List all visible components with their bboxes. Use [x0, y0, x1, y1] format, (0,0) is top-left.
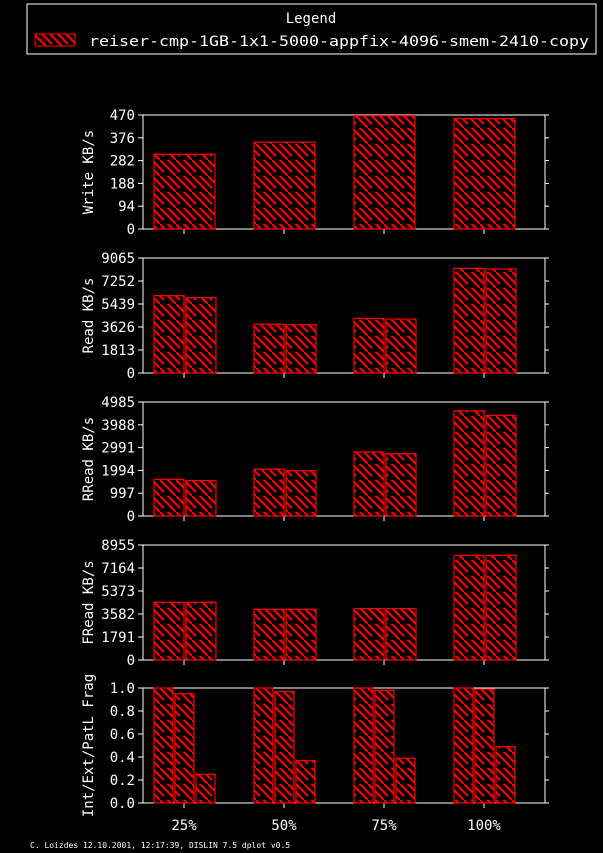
legend: Legend reiser-cmp-1GB-1x1-5000-appfix-40… [26, 3, 597, 55]
legend-title: Legend [286, 11, 337, 27]
bar-rread-s1-3 [485, 414, 517, 517]
bar-rread-s0-2 [353, 451, 385, 517]
x-tick-label: 100% [467, 818, 501, 834]
bar-frag-s1-1 [274, 690, 295, 804]
legend-frame [26, 3, 597, 55]
y-tick-label: 0 [127, 509, 135, 525]
y-tick-label: 1994 [101, 463, 135, 479]
y-axis-label: RRead KB/s [81, 417, 97, 501]
y-tick-label: 0 [127, 653, 135, 669]
y-tick-label: 3582 [101, 607, 135, 623]
y-tick-label: 3988 [101, 418, 135, 434]
bar-fread-s0-2 [353, 608, 385, 661]
y-tick-label: 0 [127, 222, 135, 238]
bar-write-s0-3 [453, 118, 516, 230]
bar-rread-s1-0 [185, 479, 217, 517]
y-tick-label: 188 [110, 176, 135, 192]
x-tick-label: 50% [271, 818, 297, 834]
bar-frag-s1-3 [474, 688, 495, 804]
bar-frag-s1-2 [374, 689, 395, 804]
legend-series-name: reiser-cmp-1GB-1x1-5000-appfix-4096-smem… [89, 34, 589, 50]
y-tick-label: 0 [127, 366, 135, 382]
bar-read-s0-0 [153, 295, 185, 374]
bar-rread-s0-0 [153, 478, 185, 517]
bar-frag-s0-0 [153, 687, 174, 804]
y-tick-label: 282 [110, 154, 135, 170]
bar-frag-s2-3 [495, 746, 516, 804]
y-tick-label: 2991 [101, 441, 135, 457]
bar-read-s0-1 [253, 323, 285, 374]
x-tick-label: 75% [371, 818, 397, 834]
plot-frame [142, 114, 546, 230]
y-tick-label: 9065 [101, 251, 135, 267]
bar-fread-s1-1 [285, 608, 317, 661]
plot-frame [142, 687, 546, 804]
y-tick-label: 0.6 [110, 727, 135, 743]
y-tick-label: 7252 [101, 274, 135, 290]
bar-read-s1-1 [285, 324, 317, 374]
legend-swatch [34, 33, 76, 47]
bar-fread-s1-2 [385, 608, 417, 661]
chart-panels: 0 94 188 282 376 470 Write KB/s 0 1813 3626 5439 72… [81, 108, 549, 834]
y-tick-label: 5373 [101, 584, 135, 600]
bar-rread-s1-1 [285, 470, 317, 517]
plot-frame [142, 544, 546, 661]
bar-frag-s0-3 [453, 687, 474, 804]
bar-write-s0-1 [253, 141, 316, 230]
plot-frame [142, 257, 546, 374]
y-tick-label: 376 [110, 131, 135, 147]
y-tick-label: 8955 [101, 538, 135, 554]
bar-read-s0-3 [453, 267, 485, 374]
bar-read-s1-3 [485, 268, 517, 374]
y-tick-label: 0.4 [110, 750, 135, 766]
bar-fread-s1-0 [185, 601, 217, 661]
bar-rread-s1-2 [385, 453, 417, 517]
panel-write: 0 94 188 282 376 470 Write KB/s [81, 108, 549, 238]
bar-fread-s0-0 [153, 601, 185, 661]
bar-frag-s0-1 [253, 687, 274, 804]
y-tick-label: 997 [110, 486, 135, 502]
bar-frag-s2-2 [395, 757, 416, 804]
y-tick-label: 1.0 [110, 681, 135, 697]
y-axis-label: Write KB/s [81, 130, 97, 214]
plot-frame [142, 401, 546, 517]
bar-frag-s0-2 [353, 687, 374, 804]
bar-frag-s2-1 [295, 759, 316, 804]
bar-fread-s1-3 [485, 554, 517, 661]
bar-frag-s1-0 [174, 693, 195, 804]
y-tick-label: 0.0 [110, 796, 135, 812]
y-tick-label: 3626 [101, 320, 135, 336]
bar-frag-s2-0 [195, 773, 216, 804]
y-axis-label: Read KB/s [81, 278, 97, 354]
bar-fread-s0-3 [453, 554, 485, 661]
bar-fread-s0-1 [253, 608, 285, 661]
bar-read-s0-2 [353, 317, 385, 374]
y-tick-label: 470 [110, 108, 135, 124]
y-tick-label: 4985 [101, 395, 135, 411]
y-axis-label: Int/Ext/PatL Frag [81, 674, 97, 817]
y-axis-label: FRead KB/s [81, 560, 97, 644]
panel-frag: 0.0 0.2 0.4 0.6 0.8 1.0 Int/Ext/PatL Frag 25% 50… [81, 674, 549, 834]
bar-write-s0-0 [153, 153, 216, 230]
x-tick-label: 25% [171, 818, 197, 834]
bar-read-s1-0 [185, 296, 217, 374]
bar-rread-s0-1 [253, 468, 285, 517]
bar-write-s0-2 [353, 115, 416, 230]
bar-read-s1-2 [385, 318, 417, 374]
y-tick-label: 1791 [101, 630, 135, 646]
y-tick-label: 94 [118, 199, 135, 215]
footer-credit: C. Loizdes 12.10.2001, 12:17:39, DISLIN … [30, 841, 290, 850]
y-tick-label: 5439 [101, 297, 135, 313]
y-tick-label: 7164 [101, 561, 135, 577]
y-tick-label: 1813 [101, 343, 135, 359]
y-tick-label: 0.2 [110, 773, 135, 789]
y-tick-label: 0.8 [110, 704, 135, 720]
bar-rread-s0-3 [453, 410, 485, 517]
